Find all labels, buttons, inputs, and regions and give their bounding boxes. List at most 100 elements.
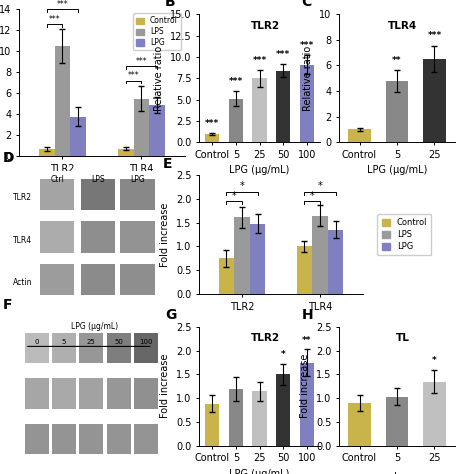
Text: LPG (μg/mL): LPG (μg/mL) <box>71 322 118 331</box>
Bar <box>205 134 219 142</box>
Bar <box>40 264 74 295</box>
Bar <box>134 378 158 409</box>
Text: TLR4: TLR4 <box>388 20 418 31</box>
Bar <box>297 246 312 294</box>
Text: *: * <box>310 191 315 201</box>
Text: LPG: LPG <box>130 174 145 183</box>
Bar <box>120 264 155 295</box>
Text: TL: TL <box>396 333 410 343</box>
Bar <box>423 382 446 446</box>
Text: H: H <box>302 308 313 322</box>
Text: 50: 50 <box>114 339 123 345</box>
Text: B: B <box>165 0 176 9</box>
Text: ***: *** <box>428 31 442 40</box>
Text: ***: *** <box>252 55 267 64</box>
Text: E: E <box>163 156 173 171</box>
Bar <box>70 117 86 156</box>
Bar <box>40 179 74 210</box>
Bar <box>205 404 219 446</box>
Bar <box>52 378 76 409</box>
Text: TLR2: TLR2 <box>251 20 280 31</box>
Bar <box>219 258 234 294</box>
Bar <box>228 99 243 142</box>
Bar <box>25 378 49 409</box>
Bar <box>149 105 165 156</box>
Text: 100: 100 <box>139 339 153 345</box>
Text: ***: *** <box>205 118 219 128</box>
Bar <box>276 374 290 446</box>
Bar <box>252 78 266 142</box>
Text: 0: 0 <box>35 339 39 345</box>
Bar <box>40 221 74 253</box>
Bar <box>300 64 314 142</box>
Bar <box>107 333 131 363</box>
Y-axis label: Fold increase: Fold increase <box>160 202 170 267</box>
Text: D: D <box>3 151 14 165</box>
Bar <box>386 81 408 142</box>
Text: *: * <box>232 191 237 201</box>
Bar <box>386 397 408 446</box>
Bar <box>118 148 134 156</box>
Text: ***: *** <box>276 50 291 59</box>
Bar <box>80 333 103 363</box>
Text: Actin: Actin <box>13 278 32 287</box>
Text: F: F <box>3 298 12 311</box>
Bar <box>81 221 115 253</box>
Bar <box>423 59 446 142</box>
Text: 25: 25 <box>87 339 96 345</box>
Text: **: ** <box>302 336 312 345</box>
Bar <box>252 391 266 446</box>
Text: ***: *** <box>49 15 60 24</box>
Text: *: * <box>281 350 286 359</box>
Text: TLR2: TLR2 <box>13 193 32 202</box>
Y-axis label: Fold increase: Fold increase <box>160 354 170 419</box>
Y-axis label: Relative ratio: Relative ratio <box>154 46 164 111</box>
Bar <box>234 217 250 294</box>
Bar <box>52 333 76 363</box>
Legend: Control, LPS, LPG: Control, LPS, LPG <box>377 214 431 255</box>
Text: TLR2: TLR2 <box>251 333 280 343</box>
X-axis label: LPG (μg/mL): LPG (μg/mL) <box>229 165 290 175</box>
Bar <box>55 46 70 156</box>
Bar <box>107 424 131 454</box>
Bar <box>348 403 371 446</box>
Bar <box>25 333 49 363</box>
Bar <box>134 424 158 454</box>
Text: *: * <box>240 181 245 191</box>
Bar <box>25 424 49 454</box>
Bar <box>120 221 155 253</box>
X-axis label: LPG (μg/mL): LPG (μg/mL) <box>229 469 290 474</box>
Y-axis label: Fold increase: Fold increase <box>300 354 310 419</box>
Y-axis label: Relative ratio: Relative ratio <box>303 46 313 111</box>
Bar <box>276 71 290 142</box>
Text: ***: *** <box>228 77 243 86</box>
Bar <box>300 363 314 446</box>
Bar <box>39 149 55 156</box>
Bar <box>134 99 149 156</box>
Bar <box>250 224 265 294</box>
Text: *: * <box>318 181 322 191</box>
Text: ***: *** <box>56 0 68 9</box>
Bar <box>81 179 115 210</box>
Text: **: ** <box>392 56 402 65</box>
Text: ***: *** <box>136 56 147 65</box>
Text: 5: 5 <box>62 339 66 345</box>
Text: ***: *** <box>300 41 314 50</box>
Bar <box>52 424 76 454</box>
X-axis label: LPG (μg/mL): LPG (μg/mL) <box>367 165 427 175</box>
Bar <box>107 378 131 409</box>
Legend: Control, LPS, LPG: Control, LPS, LPG <box>133 13 181 50</box>
Bar <box>80 378 103 409</box>
Text: L: L <box>394 472 400 474</box>
Bar <box>80 424 103 454</box>
Text: ***: *** <box>128 71 139 80</box>
Bar <box>228 389 243 446</box>
Bar <box>328 230 344 294</box>
Bar <box>120 179 155 210</box>
Bar <box>134 333 158 363</box>
Text: G: G <box>165 308 177 322</box>
Bar <box>312 216 328 294</box>
Text: Ctrl: Ctrl <box>50 174 64 183</box>
Text: C: C <box>302 0 312 9</box>
Bar <box>81 264 115 295</box>
